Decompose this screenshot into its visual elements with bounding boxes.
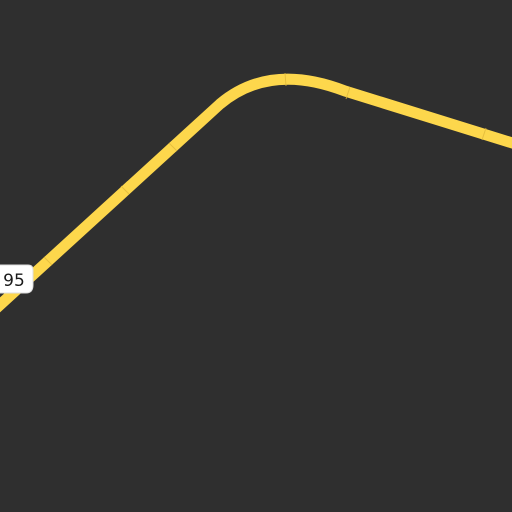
road-segment-dividers bbox=[43, 72, 487, 266]
highway-road bbox=[0, 72, 512, 313]
segment-divider bbox=[345, 86, 351, 100]
segment-divider bbox=[481, 127, 487, 141]
segment-divider bbox=[284, 72, 287, 87]
route-shield-background bbox=[0, 264, 34, 294]
highway-line bbox=[0, 73, 512, 313]
segment-divider bbox=[168, 142, 178, 152]
segment-divider bbox=[43, 256, 53, 266]
segment-divider bbox=[120, 185, 130, 195]
route-shield[interactable]: 95 bbox=[0, 264, 34, 294]
route-shield-label: 95 bbox=[3, 271, 25, 291]
